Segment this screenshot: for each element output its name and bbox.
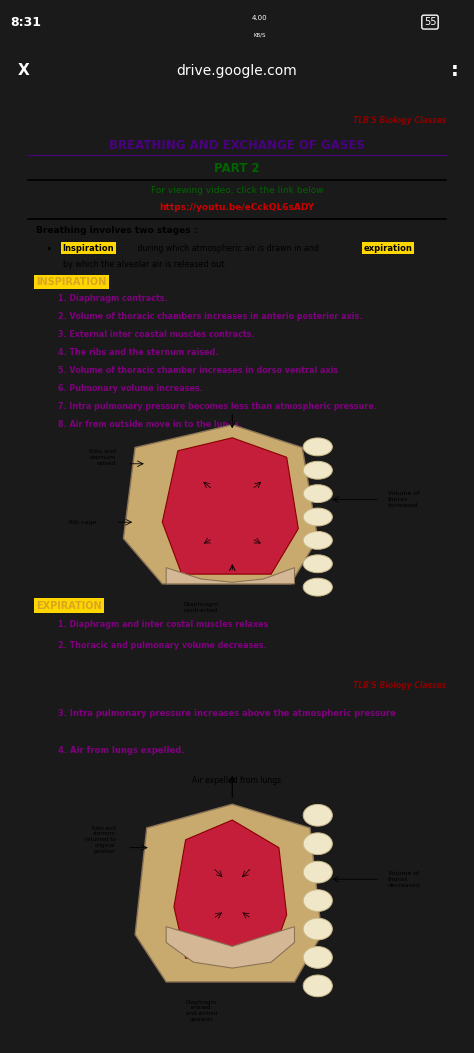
Text: 55: 55: [424, 17, 436, 27]
Ellipse shape: [303, 918, 332, 940]
Polygon shape: [162, 438, 298, 574]
Text: 2. Thoracic and pulmonary volume decreases.: 2. Thoracic and pulmonary volume decreas…: [58, 641, 267, 650]
Text: 5. Volume of thoracic chamber increases in dorso ventral axis: 5. Volume of thoracic chamber increases …: [58, 366, 338, 375]
Text: 4. The ribs and the sternum raised.: 4. The ribs and the sternum raised.: [58, 347, 219, 357]
Text: expiration: expiration: [364, 243, 412, 253]
Text: 8:31: 8:31: [10, 16, 41, 28]
Text: by which the alveolar air is released out.: by which the alveolar air is released ou…: [63, 260, 226, 270]
Polygon shape: [174, 820, 287, 958]
Text: 2. Volume of thoracic chambers increases in anterio posterior axis.: 2. Volume of thoracic chambers increases…: [58, 312, 363, 321]
Text: Rib cage: Rib cage: [69, 520, 96, 524]
Text: Air entering lungs: Air entering lungs: [202, 440, 272, 450]
Ellipse shape: [303, 833, 332, 855]
Ellipse shape: [303, 578, 332, 596]
Text: Ribs and
sternum
returned to
original
position: Ribs and sternum returned to original po…: [85, 826, 116, 854]
Text: TLB'S Biology Classes: TLB'S Biology Classes: [353, 681, 447, 690]
Text: INSPIRATION: INSPIRATION: [36, 277, 107, 287]
Text: TLB'S Biology Classes: TLB'S Biology Classes: [353, 116, 447, 125]
Text: 6. Pulmonary volume increases.: 6. Pulmonary volume increases.: [58, 384, 203, 393]
Text: Diaphragm
contracted: Diaphragm contracted: [183, 601, 219, 613]
Text: 3. External inter coastal muscles contracts.: 3. External inter coastal muscles contra…: [58, 330, 255, 339]
Text: BREATHING AND EXCHANGE OF GASES: BREATHING AND EXCHANGE OF GASES: [109, 139, 365, 152]
Ellipse shape: [303, 532, 332, 550]
Text: 4.00: 4.00: [252, 15, 268, 21]
Text: 7. Intra pulmonary pressure becomes less than atmospheric pressure.: 7. Intra pulmonary pressure becomes less…: [58, 402, 377, 411]
Text: KB/S: KB/S: [254, 33, 266, 38]
Text: Breathing involves two stages :: Breathing involves two stages :: [36, 225, 198, 235]
Text: X: X: [18, 63, 30, 78]
Polygon shape: [166, 927, 294, 968]
Text: 3. Intra pulmonary pressure increases above the atmospheric pressure: 3. Intra pulmonary pressure increases ab…: [58, 709, 396, 718]
Text: •: •: [45, 243, 52, 254]
Text: 4. Air from lungs expelled.: 4. Air from lungs expelled.: [58, 746, 185, 755]
Polygon shape: [135, 804, 322, 981]
Text: PART 2: PART 2: [214, 162, 260, 175]
Ellipse shape: [303, 509, 332, 525]
Text: 1. Diaphragm and inter costal muscles relaxes: 1. Diaphragm and inter costal muscles re…: [58, 619, 269, 629]
Text: EXPIRATION: EXPIRATION: [36, 600, 102, 611]
Ellipse shape: [303, 975, 332, 997]
Text: Volume of
thorax
decreased: Volume of thorax decreased: [388, 871, 420, 888]
Ellipse shape: [303, 461, 332, 479]
Ellipse shape: [303, 861, 332, 883]
Text: 1. Diaphragm contracts.: 1. Diaphragm contracts.: [58, 294, 168, 303]
Ellipse shape: [303, 890, 332, 912]
Polygon shape: [123, 424, 318, 583]
Text: Ribs and
sternum
raised: Ribs and sternum raised: [89, 449, 116, 465]
Text: 8. Air from outside move in to the lungs.: 8. Air from outside move in to the lungs…: [58, 420, 242, 429]
Ellipse shape: [303, 804, 332, 827]
Text: :: :: [451, 61, 459, 80]
Text: during which atmospheric air is drawn in and: during which atmospheric air is drawn in…: [135, 243, 319, 253]
Text: drive.google.com: drive.google.com: [177, 63, 297, 78]
Text: Volume of
thorax
increased: Volume of thorax increased: [388, 491, 419, 508]
Text: https://youtu.be/eCckQL6sADY: https://youtu.be/eCckQL6sADY: [159, 203, 315, 212]
Text: For viewing video, click the link below: For viewing video, click the link below: [151, 186, 323, 195]
Ellipse shape: [303, 947, 332, 969]
Polygon shape: [166, 568, 294, 583]
Ellipse shape: [303, 438, 332, 456]
Ellipse shape: [303, 555, 332, 573]
Text: Diaphragm
relaxed
and arched
upwards: Diaphragm relaxed and arched upwards: [185, 999, 217, 1022]
Text: Inspiration: Inspiration: [63, 243, 114, 253]
Ellipse shape: [303, 484, 332, 502]
Text: Air expelled from lungs: Air expelled from lungs: [192, 776, 282, 784]
